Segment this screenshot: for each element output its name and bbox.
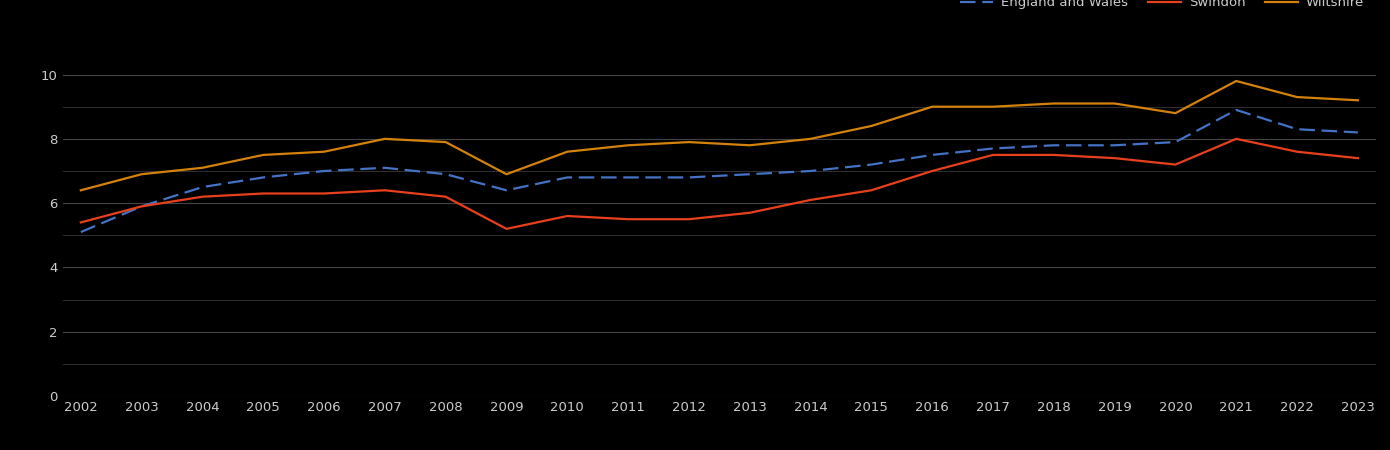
Swindon [1289, 149, 1305, 154]
Wiltshire [1106, 101, 1123, 106]
England and Wales [741, 171, 758, 177]
Wiltshire [254, 152, 271, 158]
England and Wales [1227, 107, 1244, 112]
Wiltshire [195, 165, 211, 171]
Swindon [316, 191, 332, 196]
England and Wales [681, 175, 698, 180]
Swindon [620, 216, 637, 222]
Wiltshire [1289, 94, 1305, 100]
Legend: England and Wales, Swindon, Wiltshire: England and Wales, Swindon, Wiltshire [955, 0, 1369, 14]
Line: Swindon: Swindon [81, 139, 1358, 229]
Swindon [1168, 162, 1184, 167]
England and Wales [559, 175, 575, 180]
Wiltshire [133, 171, 150, 177]
Swindon [984, 152, 1001, 158]
Wiltshire [1227, 78, 1244, 84]
England and Wales [863, 162, 880, 167]
England and Wales [1045, 143, 1062, 148]
Swindon [254, 191, 271, 196]
Swindon [1106, 155, 1123, 161]
England and Wales [1350, 130, 1366, 135]
England and Wales [254, 175, 271, 180]
Wiltshire [316, 149, 332, 154]
Line: Wiltshire: Wiltshire [81, 81, 1358, 190]
England and Wales [316, 168, 332, 174]
Swindon [924, 168, 941, 174]
Wiltshire [498, 171, 514, 177]
Swindon [1350, 155, 1366, 161]
England and Wales [984, 146, 1001, 151]
England and Wales [1168, 140, 1184, 145]
Swindon [559, 213, 575, 219]
Swindon [133, 204, 150, 209]
Wiltshire [72, 188, 89, 193]
Swindon [681, 216, 698, 222]
Wiltshire [620, 143, 637, 148]
Wiltshire [681, 140, 698, 145]
Swindon [863, 188, 880, 193]
Wiltshire [984, 104, 1001, 109]
Wiltshire [559, 149, 575, 154]
Swindon [741, 210, 758, 216]
England and Wales [1289, 126, 1305, 132]
Swindon [377, 188, 393, 193]
Wiltshire [802, 136, 819, 142]
Wiltshire [377, 136, 393, 142]
Swindon [1045, 152, 1062, 158]
Wiltshire [1350, 98, 1366, 103]
Wiltshire [1168, 110, 1184, 116]
England and Wales [802, 168, 819, 174]
England and Wales [133, 204, 150, 209]
England and Wales [620, 175, 637, 180]
Swindon [1227, 136, 1244, 142]
England and Wales [924, 152, 941, 158]
Wiltshire [863, 123, 880, 129]
Line: England and Wales: England and Wales [81, 110, 1358, 232]
England and Wales [195, 184, 211, 190]
Swindon [498, 226, 514, 232]
England and Wales [377, 165, 393, 171]
England and Wales [1106, 143, 1123, 148]
England and Wales [438, 171, 455, 177]
Wiltshire [924, 104, 941, 109]
Swindon [195, 194, 211, 199]
England and Wales [498, 188, 514, 193]
Wiltshire [741, 143, 758, 148]
Swindon [72, 220, 89, 225]
England and Wales [72, 230, 89, 235]
Swindon [802, 197, 819, 202]
Swindon [438, 194, 455, 199]
Wiltshire [438, 140, 455, 145]
Wiltshire [1045, 101, 1062, 106]
